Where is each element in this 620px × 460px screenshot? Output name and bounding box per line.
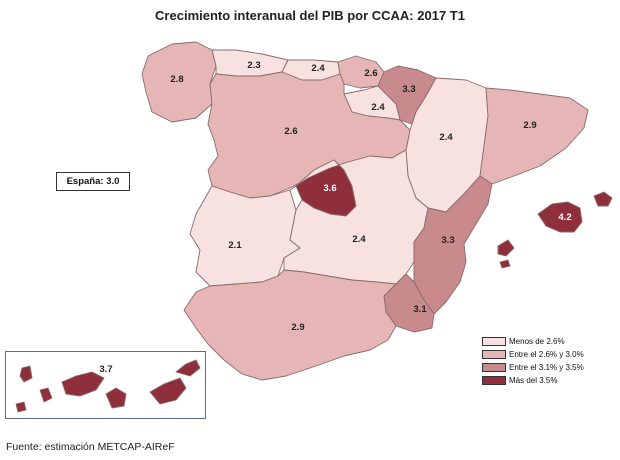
label-cataluna: 2.9 (523, 120, 536, 131)
label-cantabria: 2.4 (311, 63, 325, 74)
legend-swatch (482, 363, 506, 372)
region-extremadura[interactable] (189, 185, 301, 287)
map-title: Crecimiento interanual del PIB por CCAA:… (155, 8, 465, 23)
legend-item: Entre el 2.6% y 3.0% (482, 349, 584, 360)
legend-item: Más del 3.5% (482, 375, 584, 386)
label-valencia: 3.3 (441, 235, 454, 246)
legend-label: Entre el 3.1% y 3.5% (509, 363, 584, 372)
region-valencia[interactable] (413, 175, 493, 315)
legend-swatch (482, 350, 506, 359)
label-asturias: 2.3 (247, 60, 260, 71)
legend-label: Menos de 2.6% (509, 337, 565, 346)
label-aragon: 2.4 (439, 132, 453, 143)
label-galicia: 2.8 (170, 74, 183, 85)
region-cataluna[interactable] (479, 87, 589, 185)
label-castilla-leon: 2.6 (284, 126, 297, 137)
region-andalucia[interactable] (183, 269, 397, 381)
legend-swatch (482, 376, 506, 385)
label-castilla-la-mancha: 2.4 (352, 234, 366, 245)
legend-item: Menos de 2.6% (482, 336, 584, 347)
legend-item: Entre el 3.1% y 3.5% (482, 362, 584, 373)
legend-label: Entre el 2.6% y 3.0% (509, 350, 584, 359)
source-note: Fuente: estimación METCAP-AIReF (6, 441, 175, 453)
label-la-rioja: 2.4 (371, 102, 385, 113)
label-baleares: 4.2 (558, 212, 571, 223)
region-canarias[interactable] (15, 359, 201, 413)
label-murcia: 3.1 (413, 304, 427, 315)
label-extremadura: 2.1 (228, 240, 242, 251)
label-andalucia: 2.9 (291, 322, 304, 333)
label-madrid: 3.6 (323, 183, 336, 194)
legend-label: Más del 3.5% (509, 376, 558, 385)
legend-swatch (482, 337, 506, 346)
label-pais-vasco: 2.6 (364, 68, 377, 79)
legend: Menos de 2.6% Entre el 2.6% y 3.0% Entre… (482, 336, 584, 388)
national-value-box: España: 3.0 (56, 172, 130, 191)
label-navarra: 3.3 (402, 84, 415, 95)
canary-islands-inset-frame (5, 351, 206, 419)
label-canarias: 3.7 (99, 364, 112, 375)
region-baleares[interactable] (497, 191, 613, 269)
